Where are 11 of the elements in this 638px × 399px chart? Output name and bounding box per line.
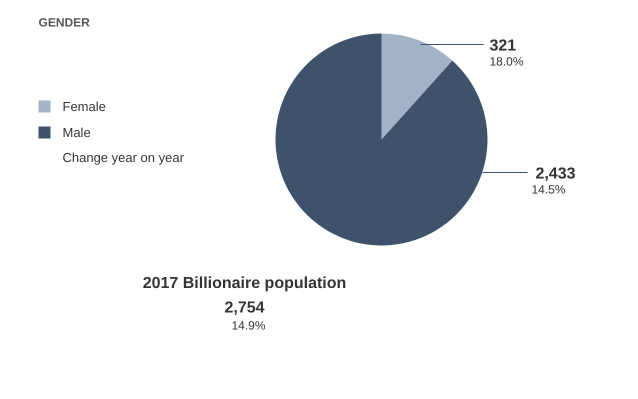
text: 14.9% <box>232 318 266 332</box>
text: 18.0% <box>490 54 524 68</box>
text: 14.5% <box>532 182 566 196</box>
text: 2017 Billionaire population <box>142 275 346 292</box>
text: 2,754 <box>224 300 265 316</box>
data-label: 2,433 <box>535 166 576 182</box>
legend-label: Female <box>62 99 106 114</box>
legend-label: Male <box>62 125 91 140</box>
text: Change year on year <box>62 150 185 165</box>
data-label: 321 <box>490 38 516 54</box>
chart-title: GENDER <box>38 16 90 30</box>
